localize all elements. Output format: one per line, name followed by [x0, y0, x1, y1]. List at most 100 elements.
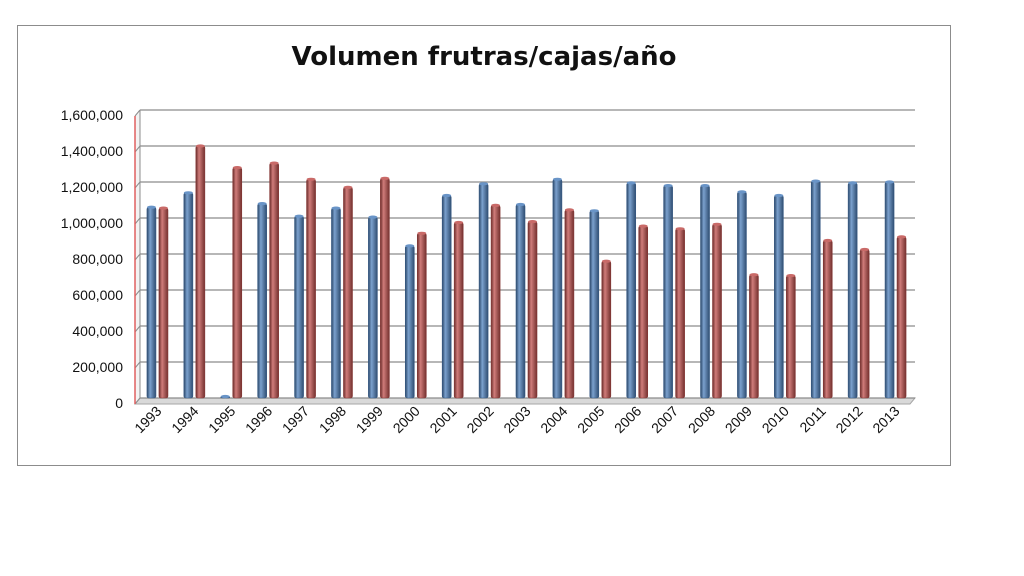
bar-red-2010 [786, 275, 796, 399]
bar-red-1993 [158, 207, 169, 399]
bar-top [146, 205, 156, 209]
bar-blue-2010 [774, 195, 784, 399]
bar-red-2008 [712, 224, 722, 399]
bar-top [516, 202, 525, 207]
bar-blue-2000 [404, 245, 415, 399]
x-tick-label: 2009 [722, 403, 755, 436]
bar-blue-1996 [257, 203, 267, 399]
y-tick-label: 600,000 [72, 287, 123, 303]
y-tick-label: 0 [115, 395, 123, 411]
bar-red-2000 [416, 233, 427, 399]
bar-red-2004 [564, 209, 575, 399]
bar-top [712, 222, 722, 226]
x-tick-label: 1995 [205, 403, 238, 436]
gridline-depth [134, 109, 141, 117]
bar-top [589, 209, 599, 213]
y-tick-label: 1,400,000 [61, 143, 123, 159]
gridline-depth [134, 325, 141, 333]
bar-top [528, 220, 537, 224]
bar-top [848, 181, 858, 185]
x-tick-label: 2007 [648, 403, 681, 436]
bar-red-2007 [675, 228, 685, 399]
bar-red-2012 [859, 249, 870, 399]
x-tick-label: 1996 [242, 403, 275, 436]
x-tick-label: 2005 [574, 403, 607, 436]
bar-blue-2009 [737, 191, 747, 399]
x-tick-label: 2001 [426, 403, 459, 436]
bar-blue-2003 [515, 204, 526, 399]
bar-top [380, 176, 390, 180]
x-tick-label: 1999 [353, 403, 386, 436]
bar-top [183, 191, 193, 195]
bar-blue-1993 [146, 206, 157, 399]
bar-top [663, 184, 673, 188]
gridline-depth [134, 253, 141, 261]
bar-top [786, 274, 796, 278]
bar-top [479, 182, 489, 186]
bar-blue-2004 [552, 179, 563, 399]
bar-top [491, 203, 501, 207]
bar-top [564, 208, 574, 212]
bar-red-1996 [269, 162, 279, 399]
bar-blue-2011 [810, 180, 821, 399]
bar-top [343, 185, 353, 189]
bar-top [368, 215, 378, 219]
bar-top [454, 220, 464, 225]
bar-blue-2008 [700, 185, 710, 399]
bar-top [601, 259, 611, 263]
x-tick-label: 2004 [537, 403, 570, 436]
bar-top [737, 190, 747, 194]
bar-top [294, 214, 304, 218]
bar-top [220, 394, 230, 399]
bar-red-2011 [822, 240, 833, 399]
bar-blue-1997 [294, 215, 304, 399]
x-tick-label: 2006 [611, 403, 644, 436]
bar-top [811, 179, 821, 183]
bar-top [897, 235, 907, 239]
bar-top [885, 180, 895, 184]
bar-top [306, 177, 316, 181]
bar-red-1998 [343, 187, 353, 399]
gridline-depth [134, 181, 141, 189]
bar-top [552, 177, 562, 181]
x-tick-label: 2002 [463, 403, 496, 436]
floor [133, 397, 917, 405]
gridline-depth [134, 289, 141, 297]
gridline-depth [134, 361, 141, 369]
bar-red-1999 [380, 178, 390, 399]
x-tick-label: 1994 [168, 403, 201, 436]
y-tick-label: 1,200,000 [61, 179, 123, 195]
bar-red-2009 [749, 274, 759, 399]
bar-top [860, 247, 870, 252]
x-tick-label: 2011 [796, 403, 829, 436]
x-tick-label: 2010 [759, 403, 792, 436]
bar-blue-1994 [183, 192, 194, 399]
bar-blue-1998 [331, 207, 341, 399]
bar-blue-2012 [847, 182, 858, 399]
bar-red-2005 [601, 260, 612, 399]
bar-top [626, 181, 636, 185]
chart-title: Volumen frutras/cajas/año [291, 42, 677, 72]
bar-blue-1999 [368, 216, 378, 399]
bar-blue-2006 [626, 182, 637, 399]
bar-red-2013 [896, 236, 907, 399]
gridline-depth [134, 145, 141, 153]
bar-top [257, 202, 267, 206]
bar-top [675, 227, 685, 231]
bar-top [417, 231, 427, 235]
bar-red-1994 [195, 145, 206, 399]
bar-top [700, 184, 710, 188]
x-tick-label: 2012 [832, 403, 865, 436]
x-tick-label: 1993 [131, 403, 164, 436]
bar-top [269, 161, 279, 165]
bar-blue-2013 [884, 181, 895, 399]
bar-red-1997 [306, 179, 316, 399]
gridline-depth [134, 217, 141, 225]
bar-red-2002 [490, 205, 501, 399]
x-tick-label: 2013 [869, 403, 902, 436]
bar-top [823, 238, 833, 243]
bar-red-1995 [232, 167, 243, 399]
y-tick-label: 400,000 [72, 323, 123, 339]
x-tick-label: 2003 [500, 403, 533, 436]
